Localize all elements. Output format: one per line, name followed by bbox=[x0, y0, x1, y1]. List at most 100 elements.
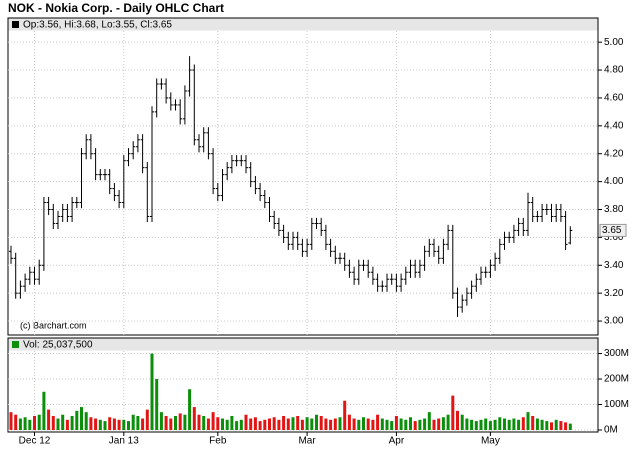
y-tick-label: 3.40 bbox=[604, 260, 624, 271]
volume-bar bbox=[268, 418, 271, 430]
volume-bar bbox=[117, 419, 121, 430]
volume-bar bbox=[310, 418, 314, 430]
price-legend-strip bbox=[8, 18, 598, 31]
volume-bar bbox=[112, 418, 116, 430]
volume-legend: Vol: 25,037,500 bbox=[23, 340, 93, 351]
volume-bar bbox=[239, 419, 243, 430]
x-tick-label: May bbox=[481, 436, 500, 447]
volume-bar bbox=[244, 414, 248, 430]
volume-bar bbox=[216, 417, 220, 430]
volume-bar bbox=[456, 410, 459, 430]
volume-bar bbox=[103, 421, 107, 430]
price-panel bbox=[7, 17, 599, 336]
y-tick-label: 300M bbox=[604, 348, 629, 359]
volume-bar bbox=[14, 414, 18, 430]
volume-bar bbox=[80, 407, 83, 430]
volume-bar bbox=[465, 418, 469, 430]
volume-bar bbox=[253, 417, 257, 430]
y-tick-label: 3.00 bbox=[604, 316, 624, 327]
volume-bar bbox=[338, 417, 342, 430]
y-tick-label: 100M bbox=[604, 399, 629, 410]
x-tick-label: Apr bbox=[389, 436, 405, 447]
volume-bar bbox=[272, 417, 276, 430]
volume-bar bbox=[554, 419, 558, 430]
volume-bar bbox=[159, 412, 163, 430]
volume-bar bbox=[437, 418, 441, 430]
legend-swatch bbox=[12, 341, 19, 348]
volume-bar bbox=[559, 421, 563, 430]
volume-bar bbox=[18, 418, 22, 430]
volume-bar bbox=[122, 419, 126, 430]
volume-bar bbox=[526, 412, 530, 430]
volume-bar bbox=[61, 414, 65, 430]
y-tick-label: 4.00 bbox=[604, 176, 624, 187]
source: (c) Barchart.com bbox=[20, 320, 87, 330]
volume-bar bbox=[150, 353, 154, 430]
volume-bar bbox=[357, 419, 361, 430]
volume-bar bbox=[343, 400, 347, 430]
volume-bar bbox=[390, 421, 394, 430]
volume-bar bbox=[366, 418, 370, 430]
volume-bar bbox=[47, 409, 51, 430]
volume-bar bbox=[23, 417, 27, 430]
y-tick-label: 3.20 bbox=[604, 288, 624, 299]
volume-bar bbox=[174, 415, 177, 430]
volume-bar bbox=[507, 419, 511, 430]
volume-bar bbox=[423, 418, 427, 430]
last-price-box bbox=[599, 223, 627, 237]
volume-bar bbox=[568, 423, 572, 430]
volume-bar bbox=[192, 407, 196, 430]
volume-bar bbox=[94, 418, 98, 430]
volume-bar bbox=[498, 417, 502, 430]
y-tick-label: 5.00 bbox=[604, 37, 624, 48]
y-tick-label: 4.20 bbox=[604, 148, 624, 159]
volume-bar bbox=[512, 418, 516, 430]
volume-bar bbox=[460, 414, 464, 430]
volume-bar bbox=[155, 379, 159, 430]
volume-bar bbox=[319, 415, 323, 430]
legend-swatch bbox=[12, 21, 19, 28]
volume-bar bbox=[188, 389, 192, 430]
volume-bar bbox=[385, 419, 389, 430]
volume-bar bbox=[211, 412, 215, 430]
volume-bar bbox=[70, 415, 74, 430]
volume-legend-strip bbox=[8, 338, 598, 351]
volume-bar bbox=[65, 419, 69, 430]
volume-bar bbox=[446, 414, 450, 430]
volume-bar bbox=[352, 418, 356, 430]
volume-bar bbox=[206, 418, 210, 430]
volume-bar bbox=[33, 415, 36, 430]
volume-bar bbox=[470, 419, 474, 430]
volume-bar bbox=[136, 415, 140, 430]
y-tick-label: 4.60 bbox=[604, 93, 624, 104]
volume-bar bbox=[282, 415, 286, 430]
volume-bar bbox=[474, 421, 478, 430]
volume-bar bbox=[427, 412, 431, 430]
volume-bar bbox=[329, 419, 333, 430]
volume-bar bbox=[169, 418, 173, 430]
volume-bar bbox=[517, 419, 521, 430]
volume-bar bbox=[221, 418, 224, 430]
volume-bar bbox=[404, 419, 408, 430]
y-tick-label: 4.80 bbox=[604, 65, 624, 76]
volume-bar bbox=[479, 419, 483, 430]
volume-bar bbox=[37, 414, 41, 430]
volume-bar bbox=[131, 414, 135, 430]
volume-bar bbox=[98, 419, 102, 430]
volume-bar bbox=[333, 418, 337, 430]
volume-bar bbox=[235, 421, 239, 430]
volume-bar bbox=[145, 409, 149, 430]
y-tick-label: 4.40 bbox=[604, 120, 624, 131]
volume-bar bbox=[300, 419, 304, 430]
volume-bar bbox=[503, 418, 506, 430]
volume-bar bbox=[488, 421, 492, 430]
volume-bar bbox=[51, 415, 55, 430]
volume-bar bbox=[291, 417, 295, 430]
x-tick-label: Feb bbox=[209, 436, 227, 447]
volume-bar bbox=[362, 417, 365, 430]
y-tick-label: 200M bbox=[604, 374, 629, 385]
volume-bar bbox=[286, 418, 290, 430]
volume-bar bbox=[521, 417, 525, 430]
